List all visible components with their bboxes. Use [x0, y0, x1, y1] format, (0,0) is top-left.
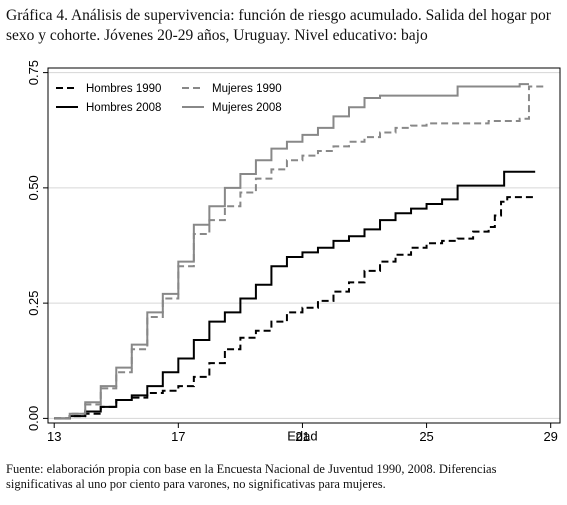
source-footnote: Fuente: elaboración propia con base en l…	[6, 462, 497, 491]
plot-frame	[47, 67, 561, 424]
series-line-mujeres-1990	[54, 85, 545, 420]
y-tick-label: 0.25	[26, 290, 41, 315]
x-axis-label: Edad	[287, 429, 317, 444]
series-lines	[54, 83, 545, 420]
legend-label: Hombres 2008	[86, 102, 161, 114]
x-tick-label: 25	[419, 429, 433, 444]
axes: 0.00 0.25 0.50 0.75 13 17 21 25 29 Edad	[26, 60, 561, 444]
legend: Hombres 1990 Mujeres 1990 Hombres 2008 Muje…	[56, 83, 282, 114]
y-tick-label: 0.75	[26, 60, 41, 85]
x-tick-label: 13	[47, 429, 61, 444]
legend-label: Hombres 1990	[86, 83, 161, 95]
series-line-mujeres-2008	[54, 83, 529, 420]
x-tick-label: 29	[543, 429, 557, 444]
x-tick-label: 21	[295, 429, 309, 444]
x-tick-label: 17	[171, 429, 185, 444]
legend-label: Mujeres 2008	[212, 102, 282, 114]
legend-label: Mujeres 1990	[212, 83, 282, 95]
grid-lines	[48, 72, 560, 419]
chart-title: Gráfica 4. Análisis de supervivencia: fu…	[6, 7, 551, 44]
series-line-hombres-1990	[54, 196, 536, 420]
y-tick-label: 0.50	[26, 175, 41, 200]
series-line-hombres-2008	[54, 170, 536, 420]
y-tick-label: 0.00	[26, 406, 41, 431]
